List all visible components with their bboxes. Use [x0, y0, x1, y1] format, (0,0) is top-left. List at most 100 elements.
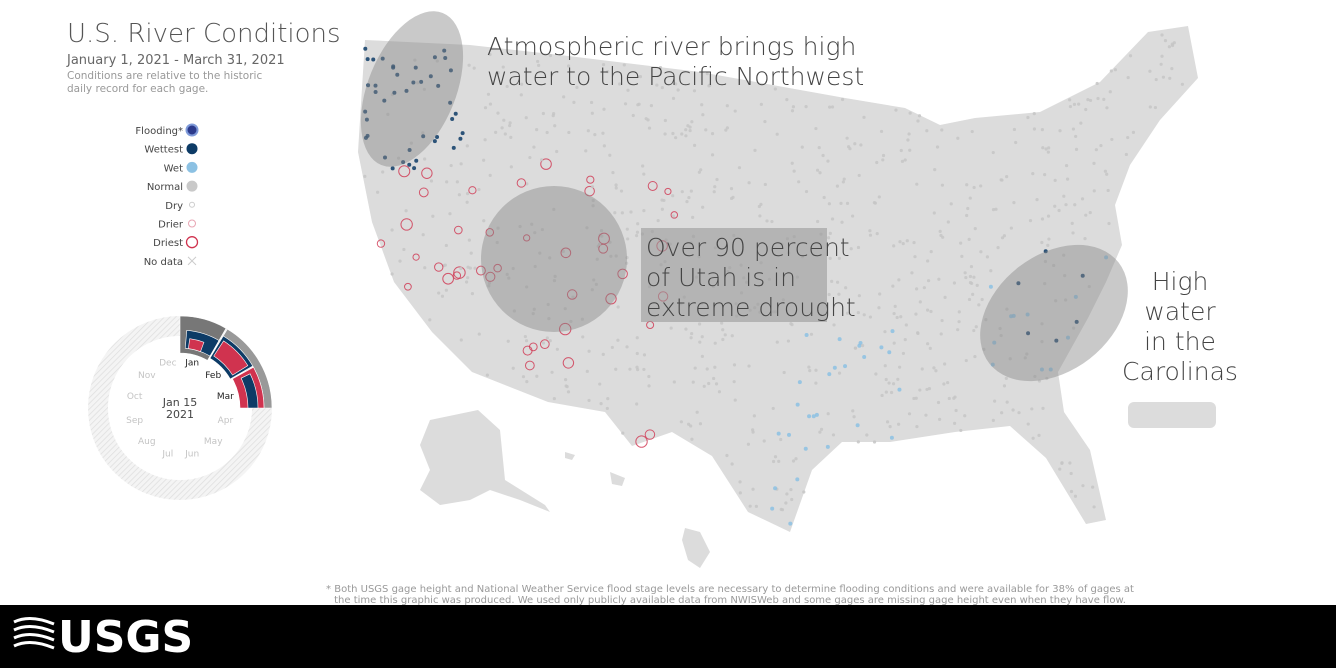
gage-dot [600, 234, 604, 238]
gage-dot [952, 396, 956, 400]
gage-dot [822, 195, 826, 200]
gage-dot [437, 291, 441, 295]
gage-dot [505, 84, 509, 89]
gage-dot [932, 366, 936, 370]
gage-dot [635, 336, 639, 340]
puerto-rico-shape [1128, 402, 1216, 428]
gage-dot [1105, 172, 1109, 176]
gage-dot [712, 376, 716, 381]
gage-dot [535, 374, 539, 378]
gage-dot [748, 504, 752, 508]
gage-dot [1073, 203, 1077, 207]
gage-dot [571, 295, 575, 299]
gage-dot [660, 207, 664, 211]
gage-dot [730, 462, 734, 466]
gage-dot [843, 364, 848, 369]
gage-dot [830, 279, 834, 283]
gage-dot [926, 279, 931, 283]
gage-dot [897, 422, 901, 426]
gage-dot [601, 63, 606, 67]
gage-dot [936, 400, 941, 405]
gage-dot [939, 233, 943, 238]
gage-dot [725, 104, 729, 108]
footnote: the time this graphic was produced. We u… [334, 595, 1126, 606]
gage-dot [1074, 134, 1078, 139]
gage-dot [684, 128, 688, 132]
gage-dot [710, 153, 715, 157]
gage-dot [1074, 147, 1079, 151]
month-label: Jun [184, 449, 199, 459]
gage-dot [762, 439, 766, 443]
gage-dot [1005, 174, 1009, 179]
gage-dot [1099, 143, 1103, 148]
month-label: Jul [161, 449, 173, 459]
gage-dot [548, 256, 552, 260]
gage-dot [598, 382, 602, 386]
gage-dot [1081, 484, 1085, 488]
gage-dot [649, 103, 654, 108]
gage-dot [967, 297, 972, 302]
legend-symbol [186, 180, 198, 192]
gage-dot [539, 339, 550, 350]
gage-dot [892, 311, 896, 316]
gage-dot [647, 374, 651, 379]
gage-dot [837, 256, 841, 260]
gage-dot [877, 306, 881, 310]
gage-dot [530, 222, 534, 226]
gage-dot [512, 309, 516, 313]
legend: Flooding* Wettest Wet Normal Dry Drier Driest N… [135, 123, 199, 268]
gage-dot [752, 414, 756, 418]
gage-dot [993, 399, 997, 403]
usgs-logo-mark [13, 617, 55, 650]
gage-dot [889, 435, 894, 440]
gage-dot [371, 57, 376, 62]
gage-dot [937, 277, 941, 281]
gage-dot [771, 459, 776, 464]
gage-dot [1126, 75, 1130, 80]
gage-dot [1040, 217, 1045, 221]
gage-dot [729, 187, 734, 191]
gage-dot [1110, 137, 1114, 142]
gage-dot [567, 130, 571, 135]
gage-dot [857, 173, 861, 178]
gage-dot [779, 437, 783, 442]
gage-dot [1096, 96, 1100, 101]
gage-dot [835, 184, 840, 188]
gage-dot [638, 74, 643, 79]
gage-dot [442, 272, 454, 285]
gage-dot [952, 281, 957, 285]
gage-dot [765, 219, 769, 223]
gage-dot [1103, 169, 1108, 173]
gage-dot [525, 285, 529, 289]
gage-dot [705, 72, 709, 76]
legend-symbol [186, 143, 198, 155]
gage-dot [614, 254, 618, 258]
clock-wedge [213, 340, 249, 376]
gage-dot [1005, 307, 1009, 311]
gage-dot [451, 145, 456, 150]
gage-dot [363, 46, 368, 51]
gage-dot [907, 132, 911, 136]
gage-dot [968, 281, 973, 285]
gage-dot [550, 370, 554, 374]
gage-dot [1068, 461, 1072, 465]
gage-dot [366, 83, 371, 88]
gage-dot [599, 229, 604, 233]
gage-dot [777, 459, 781, 463]
gage-dot [584, 185, 595, 197]
gage-dot [906, 138, 910, 142]
gage-dot [1077, 102, 1081, 106]
gage-dot [1032, 111, 1036, 116]
gage-dot [606, 397, 610, 401]
gage-dot [541, 341, 546, 345]
gage-dot [1153, 105, 1158, 110]
gage-dot [883, 330, 887, 334]
gage-dot [918, 300, 922, 304]
gage-dot [1002, 384, 1007, 388]
gage-dot [939, 332, 943, 336]
gage-dot [1031, 436, 1035, 440]
gage-dot [591, 204, 595, 208]
gage-dot [1046, 150, 1050, 154]
gage-dot [899, 315, 903, 319]
gage-dot [475, 265, 486, 276]
